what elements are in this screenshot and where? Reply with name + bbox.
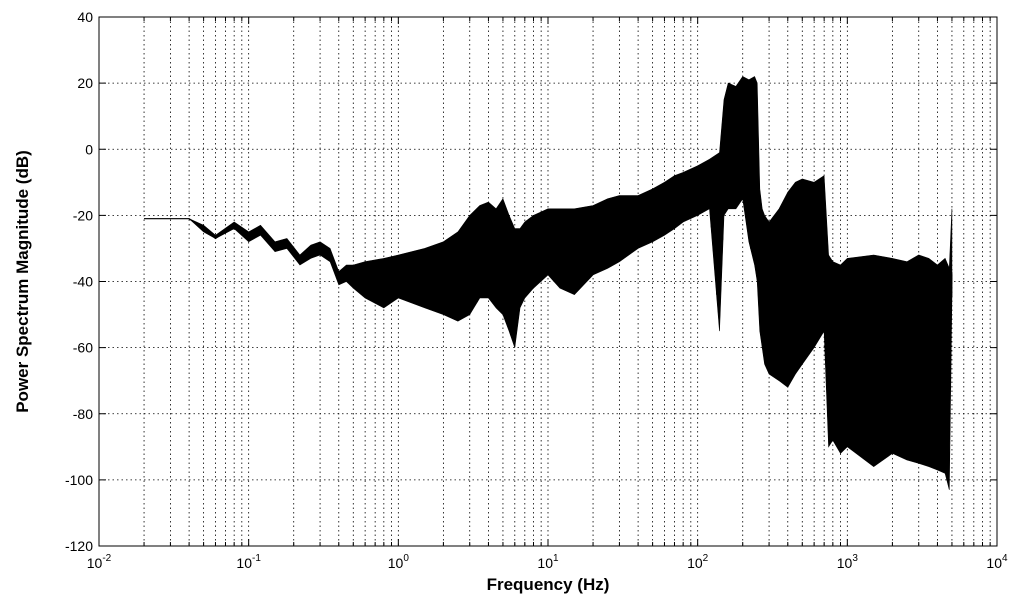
spectrum-trace bbox=[144, 131, 953, 359]
y-tick-label: -100 bbox=[65, 472, 93, 488]
y-tick-label: -80 bbox=[73, 406, 93, 422]
x-tick-label: 10-2 bbox=[87, 553, 112, 571]
x-tick-labels: 10-2 10-1 100 101 102 103 104 bbox=[87, 553, 1008, 571]
x-tick-label: 10-1 bbox=[236, 553, 261, 571]
y-tick-label: -40 bbox=[73, 274, 93, 290]
data-layer bbox=[144, 76, 953, 490]
tick-marks bbox=[99, 16, 997, 547]
x-tick-label: 102 bbox=[687, 553, 709, 571]
spectrum-spikes bbox=[338, 81, 953, 486]
y-tick-label: -20 bbox=[73, 207, 93, 223]
y-tick-label: -60 bbox=[73, 340, 93, 356]
y-tick-label: 40 bbox=[77, 9, 93, 25]
y-tick-labels: 40 20 0 -20 -40 -60 -80 -100 -120 bbox=[65, 9, 93, 554]
x-tick-label: 101 bbox=[537, 553, 559, 571]
y-tick-label: 20 bbox=[77, 75, 93, 91]
x-tick-label: 103 bbox=[837, 553, 859, 571]
x-tick-label: 104 bbox=[986, 553, 1008, 571]
x-axis-label: Frequency (Hz) bbox=[487, 575, 610, 594]
y-axis-label: Power Spectrum Magnitude (dB) bbox=[13, 150, 32, 413]
y-tick-label: -120 bbox=[65, 538, 93, 554]
x-tick-label: 100 bbox=[388, 553, 410, 571]
y-tick-label: 0 bbox=[85, 141, 93, 157]
